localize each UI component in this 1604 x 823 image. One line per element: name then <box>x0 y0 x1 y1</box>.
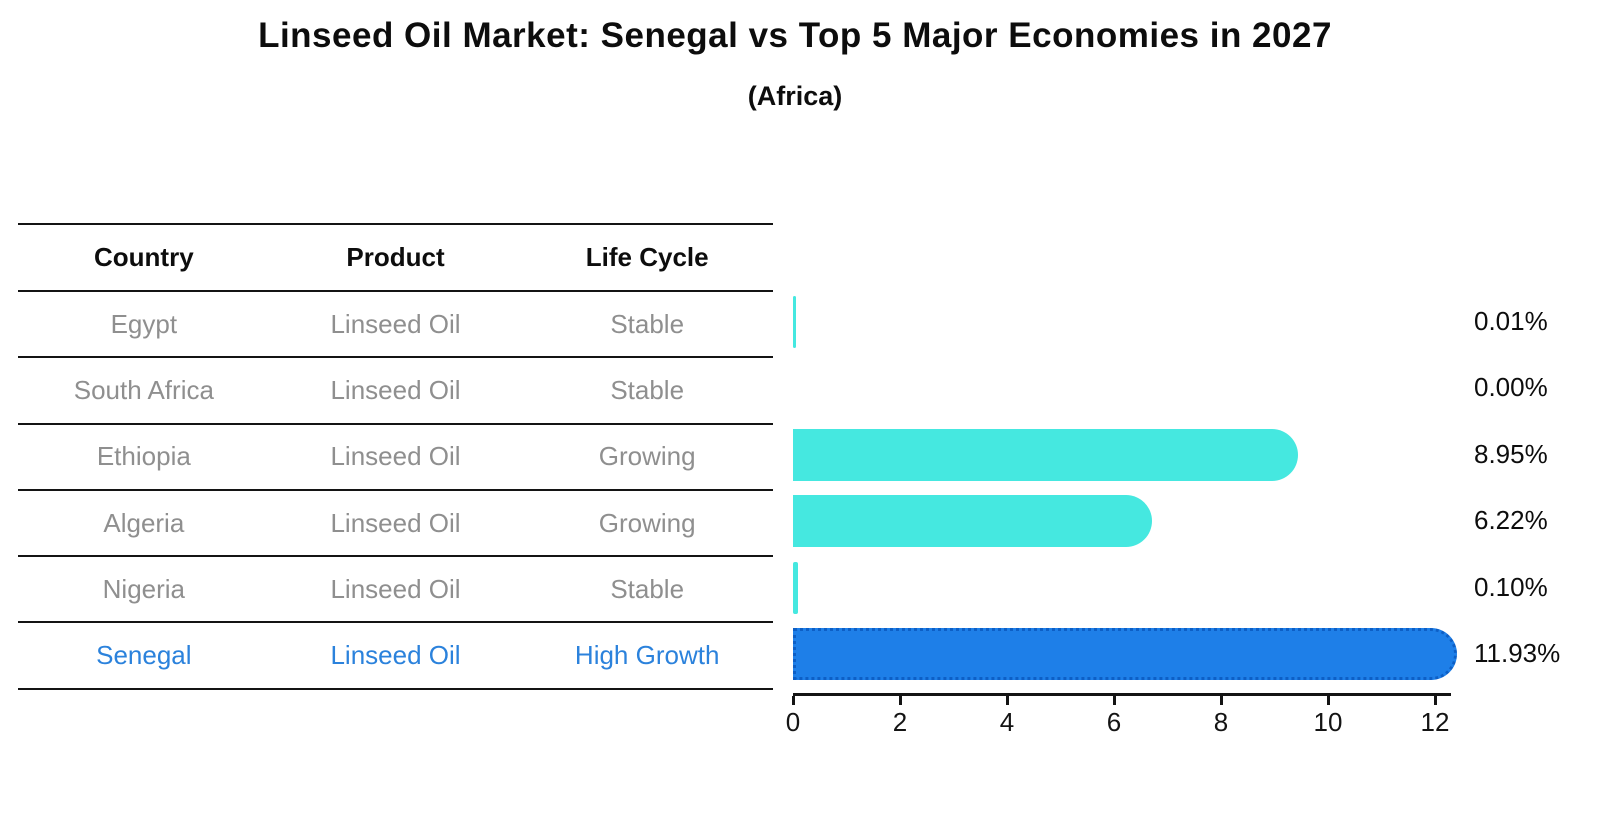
cell-product: Linseed Oil <box>330 507 461 538</box>
cell-product: Linseed Oil <box>330 640 461 671</box>
cell-product: Linseed Oil <box>330 308 461 339</box>
value-label-nigeria: 0.10% <box>1474 572 1548 602</box>
cell-country: South Africa <box>73 374 214 405</box>
x-axis-tick <box>1434 696 1437 705</box>
x-axis-tick <box>1006 696 1009 705</box>
cell-country: Egypt <box>110 308 178 339</box>
cell-life-cycle: Stable <box>610 374 685 405</box>
cell-life-cycle: Stable <box>610 308 685 339</box>
value-label-ethiopia: 8.95% <box>1474 439 1548 469</box>
comparison-table: Country Product Life Cycle Egypt Linseed… <box>18 223 773 690</box>
bar-nigeria <box>793 562 799 614</box>
column-header-life-cycle: Life Cycle <box>585 242 709 272</box>
table-row-nigeria: Nigeria Linseed Oil Stable <box>18 555 773 621</box>
chart-title: Linseed Oil Market: Senegal vs Top 5 Maj… <box>258 16 1332 55</box>
table-header-row: Country Product Life Cycle <box>18 223 773 290</box>
x-axis-tick <box>1220 696 1223 705</box>
x-axis-tick-label: 12 <box>1420 707 1450 737</box>
x-axis-tick-label: 4 <box>999 707 1015 737</box>
bar-senegal <box>793 628 1458 680</box>
bar-egypt <box>793 296 796 348</box>
cell-country: Algeria <box>103 507 185 538</box>
value-label-egypt: 0.01% <box>1474 306 1548 336</box>
table-row-egypt: Egypt Linseed Oil Stable <box>18 290 773 356</box>
cell-country: Senegal <box>96 640 192 671</box>
chart-subtitle: (Africa) <box>747 81 843 111</box>
cell-country: Ethiopia <box>96 441 191 472</box>
cell-life-cycle: Growing <box>598 441 696 472</box>
x-axis-line <box>793 693 1451 696</box>
value-label-senegal: 11.93% <box>1474 638 1561 668</box>
cell-country: Nigeria <box>102 573 186 604</box>
x-axis-tick <box>1327 696 1330 705</box>
table-row-south-africa: South Africa Linseed Oil Stable <box>18 356 773 422</box>
cell-life-cycle: Growing <box>598 507 696 538</box>
x-axis-tick-label: 6 <box>1106 707 1122 737</box>
table-row-senegal: Senegal Linseed Oil High Growth <box>18 621 773 687</box>
bar-algeria <box>793 495 1152 547</box>
cell-life-cycle: Stable <box>610 573 685 604</box>
x-axis-tick <box>792 696 795 705</box>
x-axis-tick <box>1113 696 1116 705</box>
x-axis-tick-label: 8 <box>1213 707 1229 737</box>
column-header-product: Product <box>346 242 445 272</box>
x-axis-tick-label: 0 <box>785 707 801 737</box>
table-row-ethiopia: Ethiopia Linseed Oil Growing <box>18 422 773 489</box>
column-header-country: Country <box>94 242 194 272</box>
cell-product: Linseed Oil <box>330 441 461 472</box>
value-label-algeria: 6.22% <box>1474 505 1548 535</box>
cell-product: Linseed Oil <box>330 573 461 604</box>
value-label-south-africa: 0.00% <box>1474 372 1548 402</box>
x-axis-tick-label: 2 <box>892 707 908 737</box>
table-row-algeria: Algeria Linseed Oil Growing <box>18 488 773 555</box>
x-axis-tick <box>899 696 902 705</box>
bar-ethiopia <box>793 429 1298 481</box>
x-axis-tick-label: 10 <box>1313 707 1343 737</box>
cell-product: Linseed Oil <box>330 374 461 405</box>
cell-life-cycle: High Growth <box>574 640 720 671</box>
